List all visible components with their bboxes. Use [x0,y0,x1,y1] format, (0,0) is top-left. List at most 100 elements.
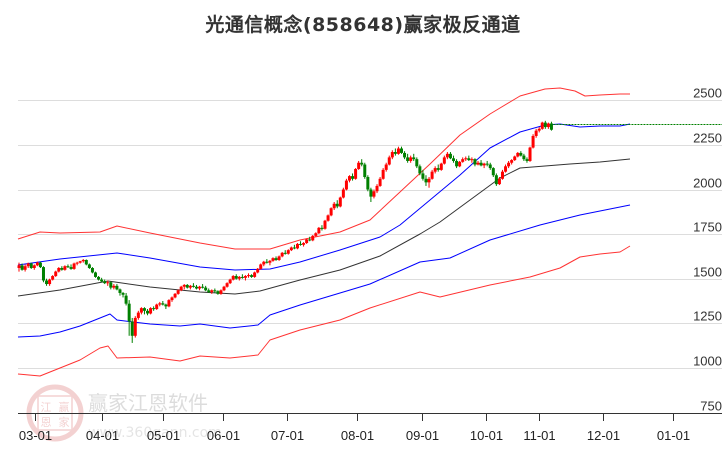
candle-body [75,262,79,264]
candle-body [341,189,345,198]
candle-body [433,168,437,172]
channel-bands [17,87,631,377]
candle-body [106,282,110,284]
watermark-brand: 赢家江恩软件 [88,391,208,415]
candle-body [194,286,198,289]
candle-body [329,208,333,216]
candle-body [445,153,449,158]
candle-body [452,158,456,161]
candle-body [231,276,235,280]
candle-body [234,276,238,279]
candle-body [317,227,321,234]
candle-body [173,293,177,298]
candle-body [262,261,266,265]
candle-body [390,152,394,158]
candle-body [543,122,547,128]
chart-title: 光通信概念(858648)赢家极反通道 [205,14,521,36]
candle-body [387,157,391,165]
candle-body [372,191,376,197]
candle-body [436,168,440,170]
candle-body [500,171,504,179]
candle-body [366,177,370,190]
candle-body [219,290,223,294]
lower-outer-band [17,245,631,377]
candle-body [470,159,474,161]
candle-body [378,178,382,186]
candle-body [302,243,306,245]
candle-body [326,215,330,221]
candle-body [403,152,407,158]
middle-line [17,158,631,297]
candle-body [292,247,296,249]
candle-body [442,157,446,164]
candle-body [491,168,495,176]
y-tick-label: 1000 [693,354,722,369]
candle-body [418,166,422,174]
candle-body [283,252,287,254]
candle-body [357,162,361,169]
candle-body [103,281,107,284]
candle-body [488,164,492,169]
candle-body [525,159,529,161]
candlesticks [17,120,553,343]
candle-body [45,280,49,285]
candle-body [51,276,55,280]
candle-body [109,282,113,288]
candle-body [354,168,358,179]
candle-body [204,287,208,291]
x-tick-label: 10-01 [470,428,503,443]
grid-lines [18,100,722,369]
candle-body [253,272,257,277]
candle-body [152,308,156,310]
candle-body [133,317,137,336]
candle-body [464,158,468,160]
candle-body [295,243,299,249]
candle-body [497,178,501,185]
candle-body [250,275,254,277]
candle-body [363,164,367,178]
candle-body [455,160,459,167]
candle-body [142,308,146,311]
y-tick-label: 1750 [693,220,722,235]
candle-body [415,159,419,167]
candle-body [274,258,278,260]
candle-body [100,279,104,282]
candle-body [473,159,477,165]
candle-body [534,130,538,136]
candle-body [130,321,134,336]
candle-body [35,262,39,266]
candle-body [182,284,186,287]
candle-body [347,176,351,181]
candle-body [170,297,174,301]
candle-body [41,267,45,281]
candle-body [448,153,452,159]
candle-body [540,122,544,129]
x-tick-label: 04-01 [86,428,119,443]
candle-body [228,279,232,284]
svg-text:江: 江 [41,401,52,414]
candle-body [97,276,101,280]
candle-body [38,262,42,268]
candle-body [139,308,143,313]
y-tick-label: 2250 [693,131,722,146]
candle-body [396,148,400,154]
candle-body [299,243,303,245]
candle-body [528,147,532,161]
candle-body [277,256,281,260]
candle-body [510,160,514,163]
candle-body [69,267,73,269]
candle-body [268,260,272,263]
candle-body [81,259,85,262]
candle-body [167,300,171,307]
candle-body [90,267,94,273]
upper-outer-band [17,87,630,250]
candle-body [63,266,67,270]
candle-body [72,263,76,269]
candle-body [20,265,24,270]
candle-body [308,239,312,241]
candle-body [78,261,82,263]
candle-body [198,286,202,289]
candle-body [164,304,168,307]
candle-body [537,128,541,131]
svg-text:恩: 恩 [41,416,52,429]
